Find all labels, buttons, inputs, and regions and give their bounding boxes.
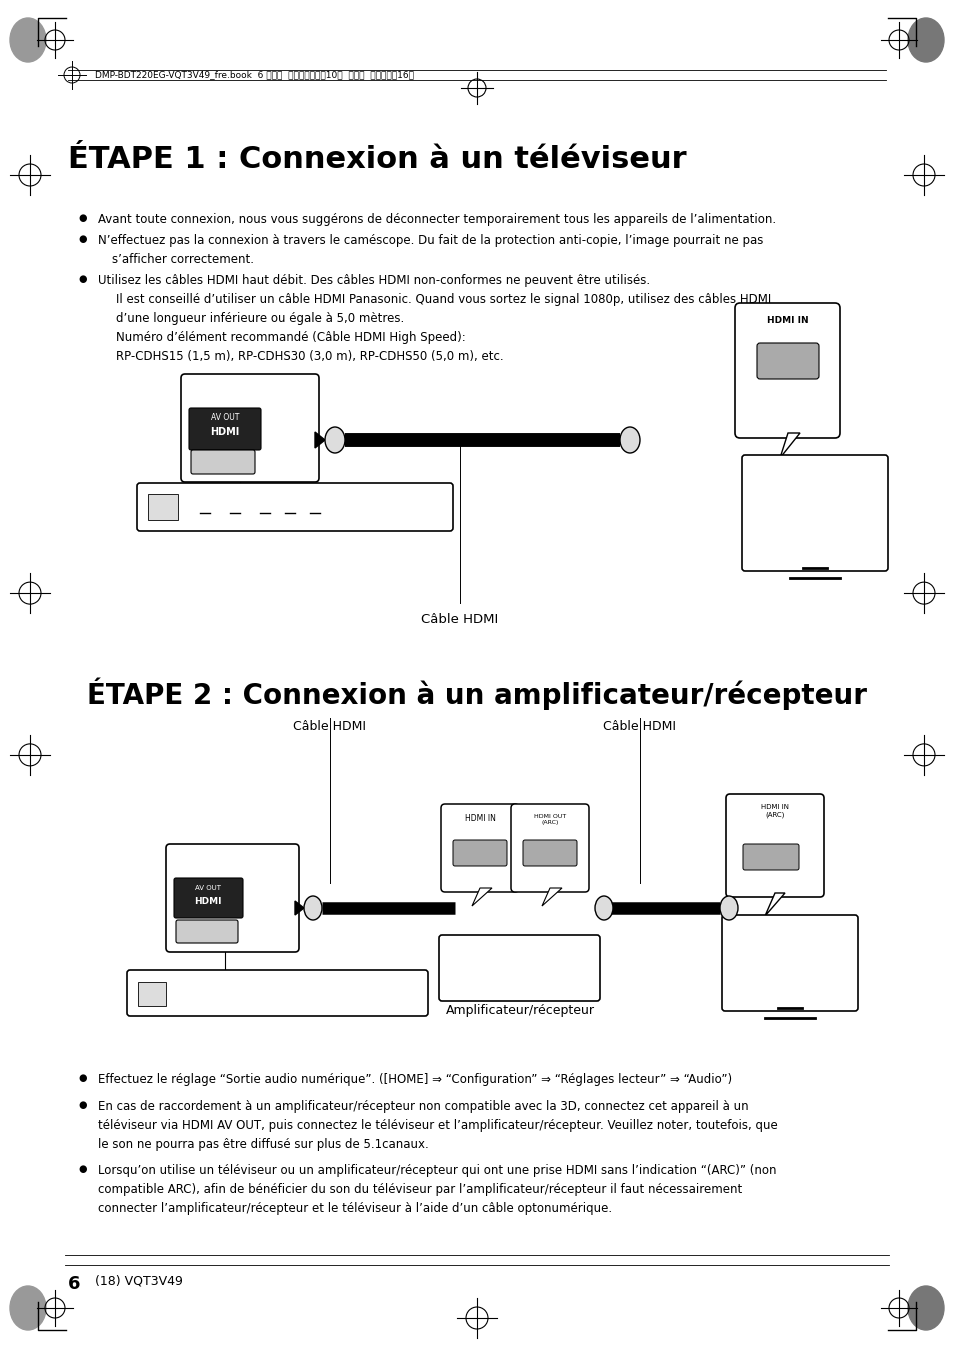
FancyBboxPatch shape [741, 456, 887, 572]
Text: DMP-BDT220EG-VQT3V49_fre.book  6 ページ  ２０１２年１月10日  火曜日  午前１０時16分: DMP-BDT220EG-VQT3V49_fre.book 6 ページ ２０１２… [95, 70, 414, 80]
Text: ●: ● [78, 1165, 87, 1174]
Text: HDMI IN: HDMI IN [464, 814, 495, 824]
Polygon shape [780, 433, 800, 458]
Polygon shape [314, 431, 325, 448]
Text: ÉTAPE 2 : Connexion à un amplificateur/récepteur: ÉTAPE 2 : Connexion à un amplificateur/r… [87, 678, 866, 710]
Ellipse shape [325, 427, 345, 453]
Ellipse shape [619, 427, 639, 453]
Polygon shape [472, 888, 492, 906]
Text: Câble HDMI: Câble HDMI [603, 720, 676, 733]
Text: AV OUT: AV OUT [211, 414, 239, 422]
FancyBboxPatch shape [138, 981, 166, 1006]
Ellipse shape [10, 18, 46, 62]
FancyBboxPatch shape [742, 844, 799, 869]
Text: En cas de raccordement à un amplificateur/récepteur non compatible avec la 3D, c: En cas de raccordement à un amplificateu… [98, 1100, 748, 1112]
Text: (18) VQT3V49: (18) VQT3V49 [95, 1275, 183, 1287]
Text: ●: ● [78, 213, 87, 222]
FancyBboxPatch shape [453, 840, 506, 865]
Text: ●: ● [78, 274, 87, 284]
Text: compatible ARC), afin de bénéficier du son du téléviseur par l’amplificateur/réc: compatible ARC), afin de bénéficier du s… [98, 1184, 741, 1196]
Ellipse shape [304, 896, 322, 919]
Text: HDMI OUT
(ARC): HDMI OUT (ARC) [534, 814, 565, 825]
Text: Numéro d’élément recommandé (Câble HDMI High Speed):: Numéro d’élément recommandé (Câble HDMI … [116, 330, 465, 344]
Text: RP-CDHS15 (1,5 m), RP-CDHS30 (3,0 m), RP-CDHS50 (5,0 m), etc.: RP-CDHS15 (1,5 m), RP-CDHS30 (3,0 m), RP… [116, 349, 503, 363]
Text: Amplificateur/récepteur: Amplificateur/récepteur [445, 1004, 594, 1016]
Text: N’effectuez pas la connexion à travers le caméscope. Du fait de la protection an: N’effectuez pas la connexion à travers l… [98, 235, 762, 247]
FancyBboxPatch shape [721, 915, 857, 1011]
FancyBboxPatch shape [175, 919, 237, 944]
Text: s’afficher correctement.: s’afficher correctement. [112, 253, 253, 266]
Text: HDMI IN
(ARC): HDMI IN (ARC) [760, 803, 788, 817]
Text: ●: ● [78, 235, 87, 244]
Polygon shape [764, 892, 784, 917]
FancyBboxPatch shape [734, 303, 840, 438]
Text: ●: ● [78, 1100, 87, 1109]
Text: Câble HDMI: Câble HDMI [421, 613, 498, 625]
FancyBboxPatch shape [511, 803, 588, 892]
Polygon shape [294, 900, 304, 915]
Ellipse shape [907, 1286, 943, 1330]
Text: connecter l’amplificateur/récepteur et le téléviseur à l’aide d’un câble optonum: connecter l’amplificateur/récepteur et l… [98, 1202, 612, 1215]
FancyBboxPatch shape [191, 450, 254, 474]
Text: Câble HDMI: Câble HDMI [294, 720, 366, 733]
Ellipse shape [595, 896, 613, 919]
FancyBboxPatch shape [522, 840, 577, 865]
Text: AV OUT: AV OUT [194, 886, 221, 891]
FancyBboxPatch shape [189, 408, 261, 450]
Text: Lorsqu’on utilise un téléviseur ou un amplificateur/récepteur qui ont une prise : Lorsqu’on utilise un téléviseur ou un am… [98, 1165, 776, 1177]
Text: téléviseur via HDMI AV OUT, puis connectez le téléviseur et l’amplificateur/réce: téléviseur via HDMI AV OUT, puis connect… [98, 1119, 777, 1131]
Text: le son ne pourra pas être diffusé sur plus de 5.1canaux.: le son ne pourra pas être diffusé sur pl… [98, 1138, 428, 1151]
Text: HDMI: HDMI [211, 427, 239, 437]
Text: Avant toute connexion, nous vous suggérons de déconnecter temporairement tous le: Avant toute connexion, nous vous suggéro… [98, 213, 776, 226]
Text: 6: 6 [68, 1275, 80, 1293]
FancyBboxPatch shape [757, 342, 818, 379]
Text: d’une longueur inférieure ou égale à 5,0 mètres.: d’une longueur inférieure ou égale à 5,0… [116, 311, 404, 325]
FancyBboxPatch shape [173, 878, 243, 918]
FancyBboxPatch shape [148, 493, 178, 520]
Text: HDMI IN: HDMI IN [766, 315, 808, 325]
FancyBboxPatch shape [166, 844, 298, 952]
FancyBboxPatch shape [725, 794, 823, 896]
FancyBboxPatch shape [440, 803, 518, 892]
Text: Il est conseillé d’utiliser un câble HDMI Panasonic. Quand vous sortez le signal: Il est conseillé d’utiliser un câble HDM… [116, 293, 770, 306]
Text: Utilisez les câbles HDMI haut débit. Des câbles HDMI non-conformes ne peuvent êt: Utilisez les câbles HDMI haut débit. Des… [98, 274, 649, 287]
Ellipse shape [10, 1286, 46, 1330]
FancyBboxPatch shape [137, 483, 453, 531]
Text: Effectuez le réglage “Sortie audio numérique”. ([HOME] ⇒ “Configuration” ⇒ “Régl: Effectuez le réglage “Sortie audio numér… [98, 1073, 731, 1086]
Ellipse shape [720, 896, 738, 919]
Text: HDMI: HDMI [194, 896, 221, 906]
Text: ●: ● [78, 1073, 87, 1082]
Polygon shape [541, 888, 561, 906]
FancyBboxPatch shape [181, 373, 318, 483]
FancyBboxPatch shape [127, 971, 428, 1016]
FancyBboxPatch shape [438, 936, 599, 1002]
Text: ÉTAPE 1 : Connexion à un téléviseur: ÉTAPE 1 : Connexion à un téléviseur [68, 146, 686, 174]
Ellipse shape [907, 18, 943, 62]
